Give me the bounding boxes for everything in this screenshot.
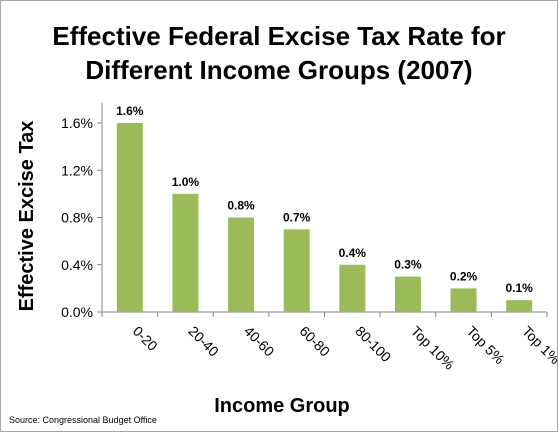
category-label: 0-20 xyxy=(130,323,161,354)
category-label: Top 1% xyxy=(519,323,557,367)
y-tick-label: 0.4% xyxy=(61,257,93,273)
chart-title: Effective Federal Excise Tax Rate for Di… xyxy=(1,19,557,87)
chart-title-line-1: Effective Federal Excise Tax Rate for xyxy=(52,21,506,51)
bar xyxy=(394,276,421,312)
data-label: 1.6% xyxy=(116,104,144,118)
y-tick-label: 1.2% xyxy=(61,162,93,178)
data-label: 0.7% xyxy=(283,210,311,224)
bar xyxy=(116,123,143,312)
y-tick-label: 0.8% xyxy=(61,210,93,226)
data-label: 0.2% xyxy=(450,269,478,283)
bar xyxy=(228,217,255,312)
bar xyxy=(283,229,310,312)
x-axis-title: Income Group xyxy=(214,395,350,417)
data-label: 0.3% xyxy=(394,258,422,272)
data-label: 1.0% xyxy=(172,175,200,189)
category-label: 20-40 xyxy=(185,323,222,360)
bar xyxy=(506,300,533,312)
chart-title-line-2: Different Income Groups (2007) xyxy=(85,55,473,85)
category-label: 80-100 xyxy=(352,323,394,365)
y-tick-label: 0.0% xyxy=(61,304,93,320)
category-label: Top 10% xyxy=(408,323,458,373)
category-label: 40-60 xyxy=(241,323,278,360)
bar xyxy=(450,288,477,312)
bar xyxy=(172,193,199,312)
category-label: Top 5% xyxy=(463,323,507,367)
category-label: 60-80 xyxy=(297,323,334,360)
data-label: 0.4% xyxy=(339,246,367,260)
y-axis-title: Effective Excise Tax xyxy=(16,121,38,312)
data-label: 0.1% xyxy=(506,281,534,295)
data-label: 0.8% xyxy=(227,199,255,213)
plot-area: 0.0% 0.4% 0.8% 1.2% 1.6% 1.6% 0-20 1.0% 20-40 0.8… xyxy=(61,103,557,373)
y-tick-label: 1.6% xyxy=(61,115,93,131)
source-note: Source: Congressional Budget Office xyxy=(9,415,157,425)
bar xyxy=(339,264,366,312)
